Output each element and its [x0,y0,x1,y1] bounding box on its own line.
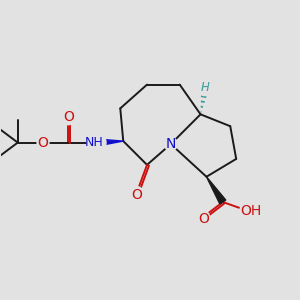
Text: O: O [63,110,74,124]
Circle shape [87,133,106,152]
Circle shape [198,82,212,96]
Circle shape [37,136,49,148]
Circle shape [198,211,209,223]
Text: O: O [198,212,209,226]
Polygon shape [206,177,226,204]
Text: H: H [200,81,209,94]
Circle shape [130,187,143,200]
Polygon shape [96,139,123,146]
Text: OH: OH [240,204,262,218]
Text: N: N [166,137,176,151]
Text: O: O [131,188,142,203]
Circle shape [164,137,177,151]
Circle shape [62,113,74,125]
Text: O: O [37,136,48,150]
Text: NH: NH [85,136,104,149]
Circle shape [240,202,256,219]
